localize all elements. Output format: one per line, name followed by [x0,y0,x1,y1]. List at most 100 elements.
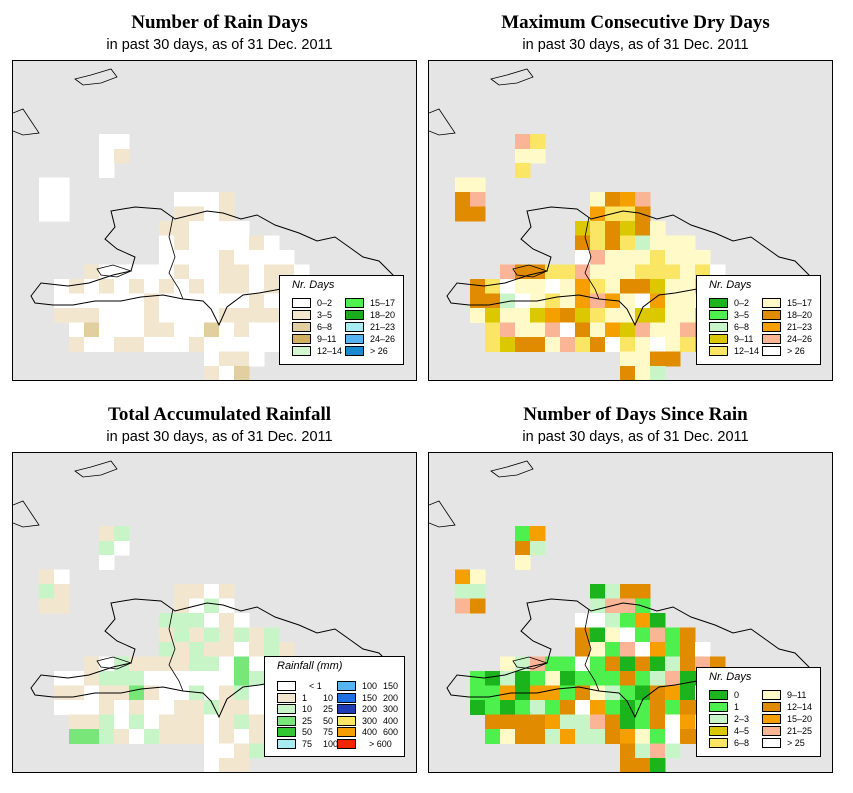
map-grid-cell [545,729,561,744]
legend-swatch [709,726,728,736]
map-grid-cell [575,700,591,715]
map-grid-cell [530,656,546,672]
legend-swatch [292,310,311,320]
legend-label: 18–20 [787,310,813,320]
panel-title: Total Accumulated Rainfall [107,404,332,425]
map-grid-cell [174,613,190,628]
map-grid-cell [665,714,681,730]
legend-swatch [762,310,781,320]
map-grid-cell [114,148,130,164]
map-grid-cell [69,714,85,730]
map-grid-cell [219,293,235,309]
map-grid-cell [189,308,205,323]
legend-swatch [292,346,311,356]
map-grid-cell [650,714,666,730]
map-grid-cell [204,685,220,701]
legend-label-low: 10 [302,704,313,714]
map-grid-cell [575,337,591,352]
legend-swatch [762,346,781,356]
legend-label-high: 75 [323,727,334,737]
legend-label: 0 [734,690,740,700]
map-grid-cell [234,221,250,236]
map-grid-cell [159,642,175,657]
map-grid-cell [470,177,486,193]
map-grid-cell [635,351,651,367]
map-grid-cell [590,656,606,672]
map-grid-cell [264,627,280,643]
map-grid-cell [84,279,100,294]
legend-swatch [709,334,728,344]
map-grid-cell [69,293,85,309]
map-grid-cell [204,714,220,730]
map-grid-cell [159,250,175,265]
legend-label: 0–2 [317,298,333,308]
coastline [446,206,820,327]
map-grid-cell [530,729,546,744]
map-grid-cell [144,308,160,323]
legend-label: 15–17 [787,298,813,308]
map-grid-cell [144,729,160,744]
map-grid-cell [635,250,651,265]
map-grid-cell [635,656,651,672]
map-grid-cell [545,700,561,715]
map-grid-cell [575,235,591,251]
map-grid-cell [530,700,546,715]
legend-label: 6–8 [734,322,750,332]
legend-label: 12–14 [734,346,760,356]
map-grid-cell [560,337,576,352]
map-grid-cell [470,279,486,294]
map-grid-cell [249,685,265,701]
map-grid-cell [665,279,681,294]
map-grid-cell [129,729,145,744]
rainfall-panel: Total Accumulated Rainfall in past 30 da… [12,392,427,782]
map-grid-cell [84,322,100,338]
map-grid-cell [99,555,115,570]
map-grid-cell [249,308,265,323]
map-grid-cell [530,540,546,556]
map-grid-cell [620,293,636,309]
map-grid-cell [515,279,531,294]
map-grid-cell [680,322,696,338]
map-grid-cell [665,642,681,657]
map-grid-cell [129,279,145,294]
panel-title: Maximum Consecutive Dry Days [501,12,770,33]
map-grid-cell [219,351,235,367]
legend-swatch [292,298,311,308]
map-grid-cell [189,192,205,207]
map-grid-cell [620,322,636,338]
map-grid-cell [650,627,666,643]
map-grid-cell [500,337,516,352]
legend-label-high: 200 [383,692,399,703]
map-grid-cell [99,337,115,352]
map-grid-cell [174,221,190,236]
map-grid-cell [545,308,561,323]
gonave-island-outline [96,264,133,278]
map-grid-cell [650,264,666,280]
legend-label: > 26 [370,346,388,356]
map-grid-cell [605,235,621,251]
map-grid-cell [234,685,250,701]
map-grid-cell [69,729,85,744]
legend-title: Nr. Days [292,279,335,291]
map-grid-cell [500,308,516,323]
map-grid-cell [219,642,235,657]
map-grid-cell [635,337,651,352]
legend-swatch [762,334,781,344]
map-grid-cell [189,700,205,715]
legend-label: 24–26 [370,334,396,344]
map-grid-cell [485,714,501,730]
map-grid-cell [174,642,190,657]
legend-label-high: 100 [323,738,339,749]
map-grid-cell [620,235,636,251]
legend-label: 9–11 [734,334,754,344]
map-grid-cell [159,235,175,251]
legend-label-low: 100 [362,681,378,691]
map-grid-cell [39,192,55,207]
map-grid-cell [665,685,681,701]
gonave-island-outline [96,656,133,670]
map-grid-cell [234,250,250,265]
map-grid-cell [69,279,85,294]
map-grid-cell [39,177,55,193]
gonave-island-outline [512,656,549,670]
map-grid-cell [219,192,235,207]
